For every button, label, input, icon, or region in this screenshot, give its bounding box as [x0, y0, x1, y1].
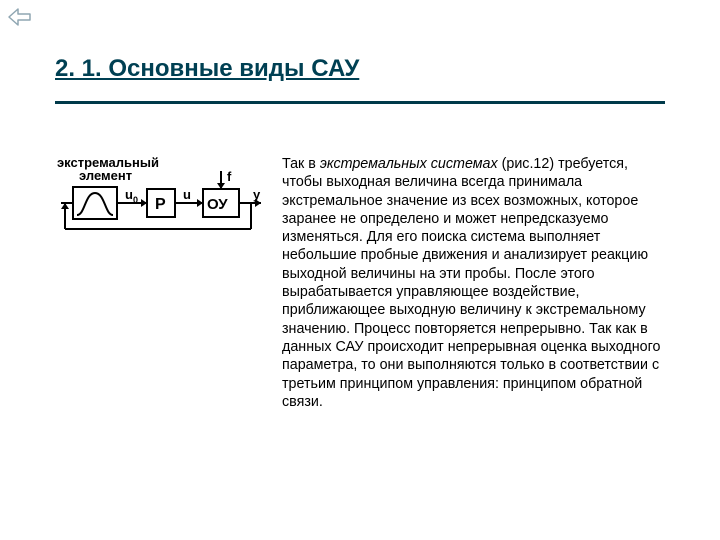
body-italic: экстремальных системах [320, 156, 498, 172]
diagram-block-ou: ОУ [207, 196, 228, 213]
diagram-u-label: u [183, 187, 191, 202]
body-pre: Так в [282, 156, 320, 172]
diagram-figure: экстремальный элемент [55, 155, 270, 245]
back-arrow-icon[interactable] [6, 6, 36, 33]
diagram-y-label: y [253, 187, 261, 202]
block-diagram-svg: экстремальный элемент [55, 155, 270, 240]
diagram-block-p: Р [155, 196, 166, 213]
title-block: 2. 1. Основные виды САУ [55, 55, 665, 104]
title-rule [55, 101, 665, 104]
slide: 2. 1. Основные виды САУ экстремальный эл… [0, 0, 720, 540]
body-text: Так в экстремальных системах (рис.12) тр… [282, 155, 665, 411]
diagram-label-top: экстремальный элемент [57, 155, 163, 183]
content-row: экстремальный элемент [55, 155, 665, 411]
body-post: (рис.12) требуется, чтобы выходная велич… [282, 156, 660, 410]
diagram-f-label: f [227, 169, 232, 184]
page-title: 2. 1. Основные виды САУ [55, 55, 665, 83]
